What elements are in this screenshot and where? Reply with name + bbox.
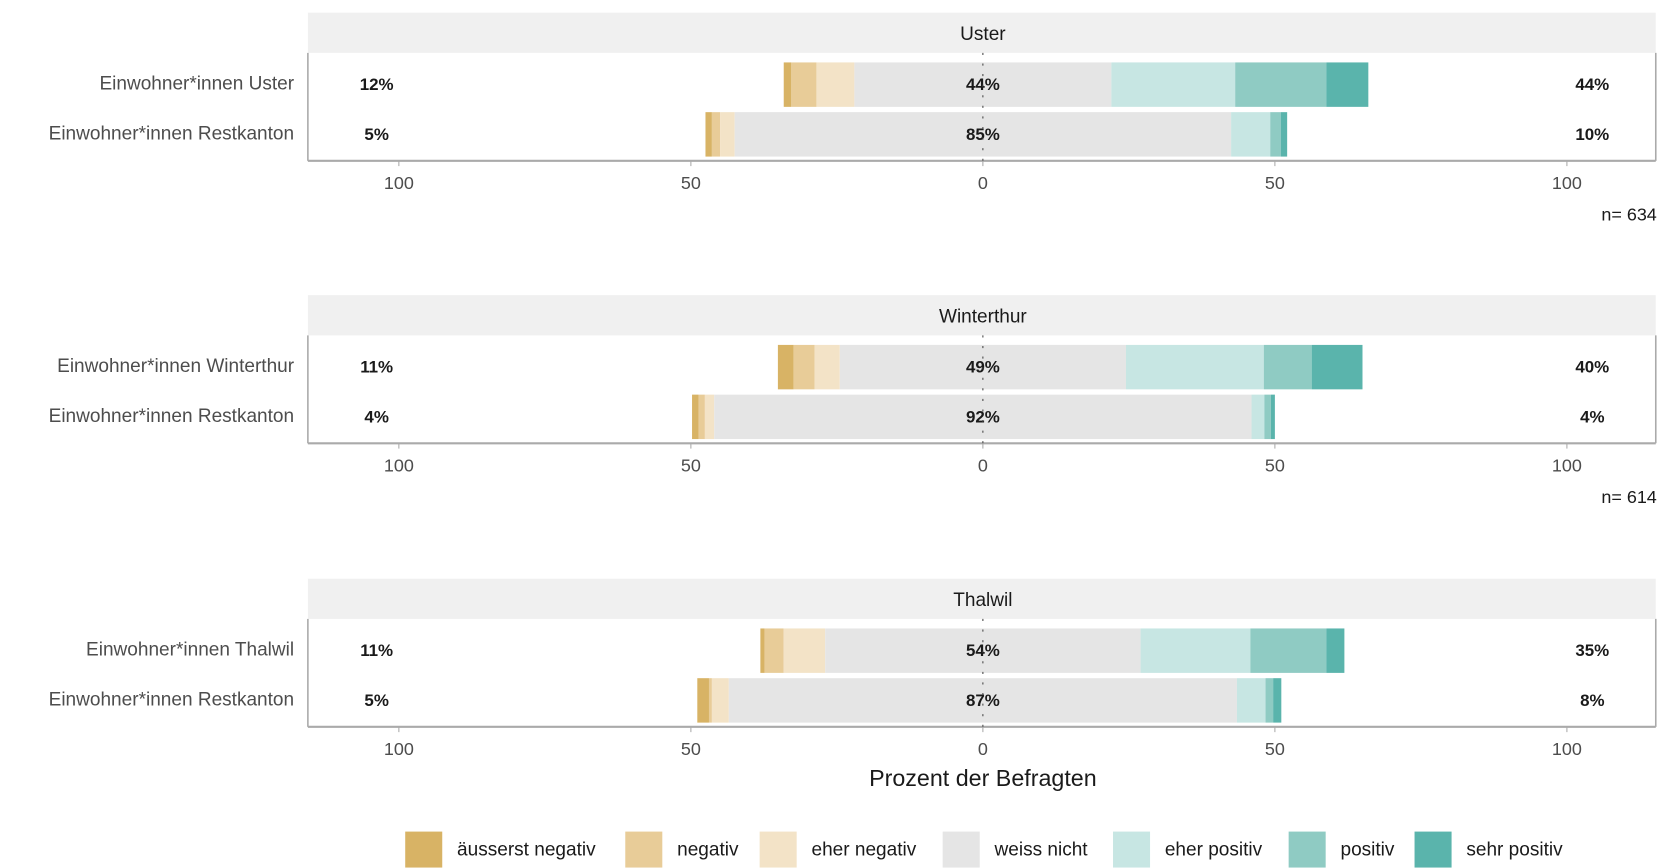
bar-segment bbox=[1326, 62, 1369, 107]
x-tick-label: 50 bbox=[681, 455, 701, 475]
summary-label: 87% bbox=[966, 691, 1000, 710]
x-tick-label: 100 bbox=[384, 173, 414, 193]
bar-segment bbox=[791, 62, 817, 107]
legend-swatch bbox=[405, 831, 443, 868]
panel-title: Winterthur bbox=[939, 306, 1027, 327]
x-tick-label: 100 bbox=[1552, 739, 1582, 759]
panel-title: Uster bbox=[960, 24, 1006, 45]
bar-segment bbox=[1311, 344, 1363, 390]
bar-segment bbox=[692, 394, 699, 440]
summary-label: 4% bbox=[1580, 407, 1604, 426]
bar-segment bbox=[814, 344, 840, 390]
category-label: Einwohner*innen Restkanton bbox=[49, 689, 294, 710]
legend-swatch bbox=[759, 831, 797, 868]
x-tick-label: 50 bbox=[681, 739, 701, 759]
x-axis-label: Prozent der Befragten bbox=[869, 765, 1097, 791]
legend-label: eher positiv bbox=[1165, 840, 1263, 861]
summary-label: 35% bbox=[1575, 641, 1609, 660]
bar-segment bbox=[711, 678, 729, 723]
summary-label: 92% bbox=[966, 407, 1000, 426]
bar-segment bbox=[793, 344, 815, 390]
category-label: Einwohner*innen Restkanton bbox=[49, 406, 294, 427]
category-label: Einwohner*innen Thalwil bbox=[86, 640, 294, 661]
bar-segment bbox=[711, 112, 721, 157]
bar-segment bbox=[1251, 394, 1265, 440]
bar-segment bbox=[1270, 394, 1275, 440]
bar-segment bbox=[1236, 678, 1266, 723]
bar-segment bbox=[1140, 628, 1251, 673]
legend-label: negativ bbox=[677, 840, 739, 861]
bar-segment bbox=[760, 628, 765, 673]
summary-label: 12% bbox=[360, 75, 394, 94]
category-label: Einwohner*innen Restkanton bbox=[49, 123, 294, 144]
bar-segment bbox=[1265, 678, 1274, 723]
category-label: Einwohner*innen Winterthur bbox=[57, 356, 295, 377]
x-tick-label: 50 bbox=[1265, 173, 1285, 193]
x-tick-label: 50 bbox=[681, 173, 701, 193]
bar-segment bbox=[816, 62, 855, 107]
bar-segment bbox=[764, 628, 784, 673]
legend-swatch bbox=[1414, 831, 1452, 868]
bar-segment bbox=[783, 62, 792, 107]
legend-label: äusserst negativ bbox=[457, 840, 596, 861]
sample-size: n= 634 bbox=[1601, 205, 1656, 225]
sample-size: n= 614 bbox=[1601, 487, 1656, 507]
category-label: Einwohner*innen Uster bbox=[99, 74, 294, 95]
summary-label: 85% bbox=[966, 125, 1000, 144]
bar-segment bbox=[1270, 112, 1281, 157]
summary-label: 10% bbox=[1575, 125, 1609, 144]
summary-label: 8% bbox=[1580, 691, 1604, 710]
summary-label: 40% bbox=[1575, 358, 1609, 377]
bar-segment bbox=[705, 112, 712, 157]
bar-segment bbox=[1125, 344, 1264, 390]
x-tick-label: 0 bbox=[978, 739, 988, 759]
strip bbox=[307, 12, 1656, 53]
legend-swatch bbox=[1288, 831, 1326, 868]
x-tick-label: 0 bbox=[978, 455, 988, 475]
bar-segment bbox=[783, 628, 826, 673]
x-tick-label: 100 bbox=[384, 739, 414, 759]
bar-segment bbox=[720, 112, 735, 157]
bar-segment bbox=[704, 394, 715, 440]
legend-label: weiss nicht bbox=[994, 840, 1089, 861]
summary-label: 11% bbox=[360, 358, 393, 377]
legend-label: eher negativ bbox=[811, 840, 916, 861]
x-tick-label: 0 bbox=[978, 173, 988, 193]
legend-swatch bbox=[1113, 831, 1151, 868]
bar-segment bbox=[1235, 62, 1327, 107]
x-tick-label: 50 bbox=[1265, 455, 1285, 475]
bar-segment bbox=[1326, 628, 1345, 673]
bar-segment bbox=[1273, 678, 1282, 723]
x-tick-label: 100 bbox=[1552, 455, 1582, 475]
bar-segment bbox=[1264, 394, 1271, 440]
summary-label: 44% bbox=[1575, 75, 1609, 94]
bar-segment bbox=[1263, 344, 1312, 390]
summary-label: 5% bbox=[364, 125, 388, 144]
bar-segment bbox=[777, 344, 794, 390]
summary-label: 11% bbox=[360, 641, 393, 660]
legend-label: positiv bbox=[1340, 840, 1394, 861]
bar-segment bbox=[1111, 62, 1236, 107]
x-tick-label: 50 bbox=[1265, 739, 1285, 759]
legend-swatch bbox=[625, 831, 663, 868]
panel-title: Thalwil bbox=[953, 590, 1012, 611]
strip bbox=[307, 295, 1656, 336]
strip bbox=[307, 578, 1656, 619]
bar-segment bbox=[698, 394, 705, 440]
bar-segment bbox=[1231, 112, 1271, 157]
x-tick-label: 100 bbox=[384, 455, 414, 475]
bar-segment bbox=[708, 678, 712, 723]
bar-segment bbox=[1280, 112, 1288, 157]
legend-swatch bbox=[942, 831, 980, 868]
summary-label: 5% bbox=[364, 691, 388, 710]
x-tick-label: 100 bbox=[1552, 173, 1582, 193]
bar-segment bbox=[1250, 628, 1327, 673]
bar-segment bbox=[697, 678, 709, 723]
summary-label: 4% bbox=[364, 407, 388, 426]
legend-label: sehr positiv bbox=[1466, 840, 1563, 861]
